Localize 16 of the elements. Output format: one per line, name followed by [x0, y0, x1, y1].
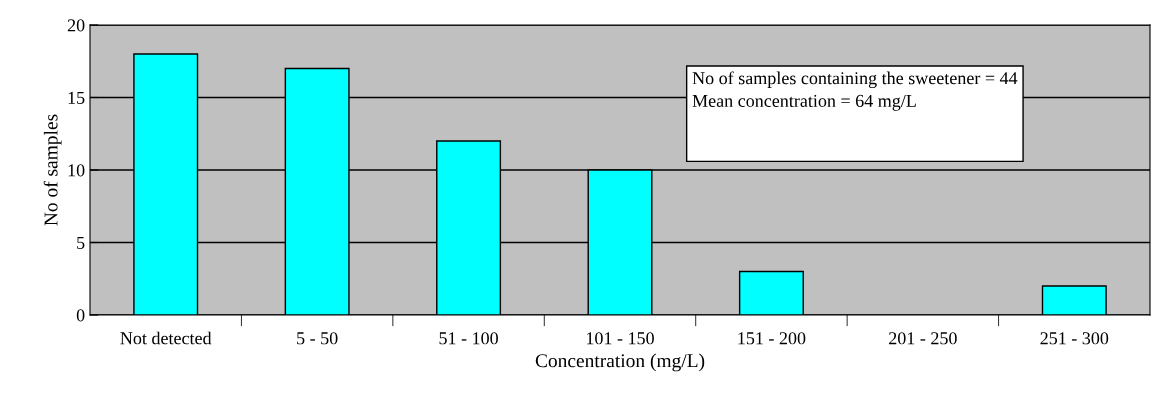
- y-tick-label: 15: [68, 91, 85, 104]
- annotation: No of samples containing the sweetener = 44: [692, 71, 1018, 89]
- x-tick-label: 251 - 300: [1040, 332, 1109, 345]
- y-tick-label: 10: [68, 164, 85, 177]
- x-tick-label: 101 - 150: [586, 332, 654, 345]
- x-tick-label: Not detected: [120, 331, 212, 345]
- x-tick-label: 201 - 250: [889, 332, 957, 345]
- x-axis-title: Concentration (mg/L): [535, 353, 705, 372]
- x-tick-label: 51 - 100: [439, 332, 498, 345]
- y-tick-label: 20: [67, 19, 85, 32]
- x-tick-label: 151 - 200: [738, 332, 806, 345]
- y-axis-title: No of samples: [43, 114, 62, 226]
- annotation: Mean concentration = 64 mg/L: [692, 94, 916, 111]
- x-tick-label: 5 - 50: [297, 332, 338, 345]
- y-tick-label: 5: [77, 236, 85, 249]
- y-tick-label: 0: [76, 309, 85, 322]
